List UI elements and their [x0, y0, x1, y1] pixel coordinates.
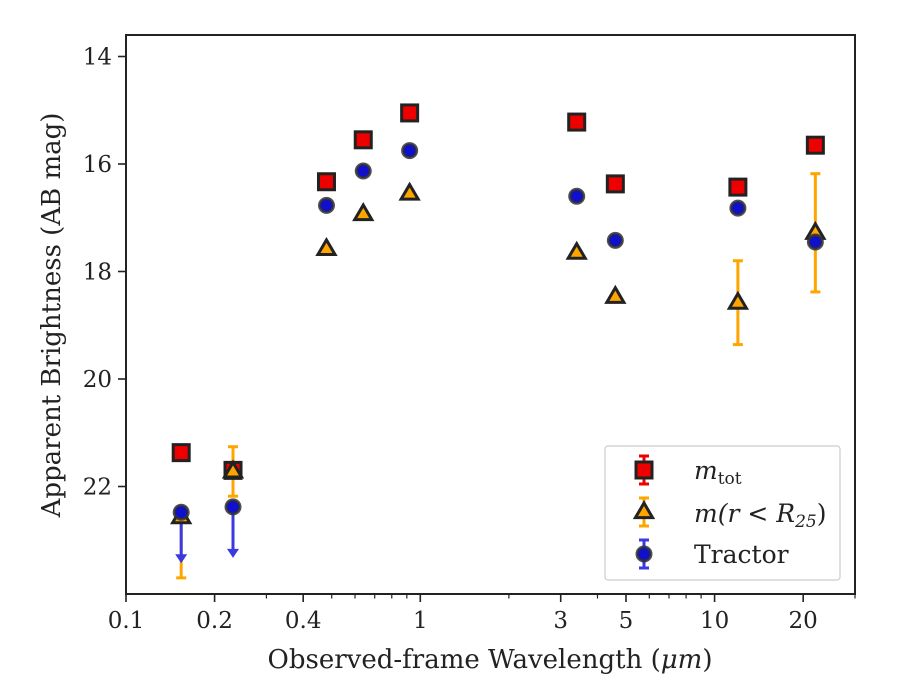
data-point-circle: [606, 231, 624, 249]
x-tick-label: 0.4: [285, 608, 322, 634]
y-tick-label: 16: [83, 152, 112, 178]
legend-label-tractor: Tractor: [694, 540, 789, 569]
ticks-layer: 0.1 0.2 0.4 1 3 5 10 20 14 16 18 20 22: [83, 45, 856, 634]
data-point-circle: [317, 196, 335, 214]
data-point-triangle: [604, 284, 627, 304]
y-tick-label: 18: [83, 260, 112, 286]
data-point-circle: [224, 498, 242, 516]
data-point-circle: [729, 199, 747, 217]
x-tick-label: 10: [700, 608, 729, 634]
x-tick-label: 3: [553, 608, 568, 634]
legend-label-mtot: mtot: [694, 456, 742, 489]
legend-box: [604, 445, 841, 581]
legend-marker-circle: [635, 545, 653, 563]
data-point-triangle: [726, 290, 750, 310]
x-axis-title: Observed-frame Wavelength (μm): [268, 645, 713, 675]
data-point-square: [400, 103, 420, 123]
x-tick-label: 0.1: [108, 608, 145, 634]
data-point-circle: [568, 187, 586, 205]
upper-limit-arrow: [175, 554, 188, 564]
data-point-triangle: [565, 240, 588, 260]
data-point-square: [316, 172, 336, 192]
markers-layer: [170, 103, 827, 525]
data-point-square: [805, 135, 825, 155]
x-tick-label: 20: [789, 608, 818, 634]
data-point-triangle: [315, 236, 338, 257]
data-point-square: [353, 130, 373, 150]
data-point-circle: [806, 233, 824, 251]
y-tick-label: 14: [83, 45, 112, 71]
legend-marker-triangle: [632, 500, 656, 520]
x-tick-label: 1: [413, 608, 428, 634]
data-point-square: [728, 177, 748, 197]
legend: mtot m(r < R25) Tractor: [604, 445, 841, 581]
data-point-triangle: [221, 459, 245, 479]
y-tick-label: 22: [83, 475, 112, 501]
upper-limit-arrow: [227, 548, 240, 558]
data-point-circle: [401, 142, 419, 160]
x-tick-label: 5: [619, 608, 634, 634]
data-point-triangle: [398, 181, 421, 201]
y-axis-title: Apparent Brightness (AB mag): [37, 113, 67, 519]
x-tick-label: 0.2: [196, 608, 233, 634]
legend-label-mr25: m(r < R25): [694, 499, 826, 532]
legend-markers: [632, 454, 656, 570]
data-point-triangle: [352, 202, 375, 222]
data-point-square: [567, 112, 587, 132]
data-point-square: [171, 443, 191, 463]
plot-frame: [125, 34, 856, 595]
legend-marker-square: [634, 460, 654, 480]
data-point-circle: [172, 503, 190, 521]
y-tick-label: 20: [83, 367, 112, 393]
data-point-circle: [354, 162, 372, 180]
data-point-square: [605, 174, 625, 194]
